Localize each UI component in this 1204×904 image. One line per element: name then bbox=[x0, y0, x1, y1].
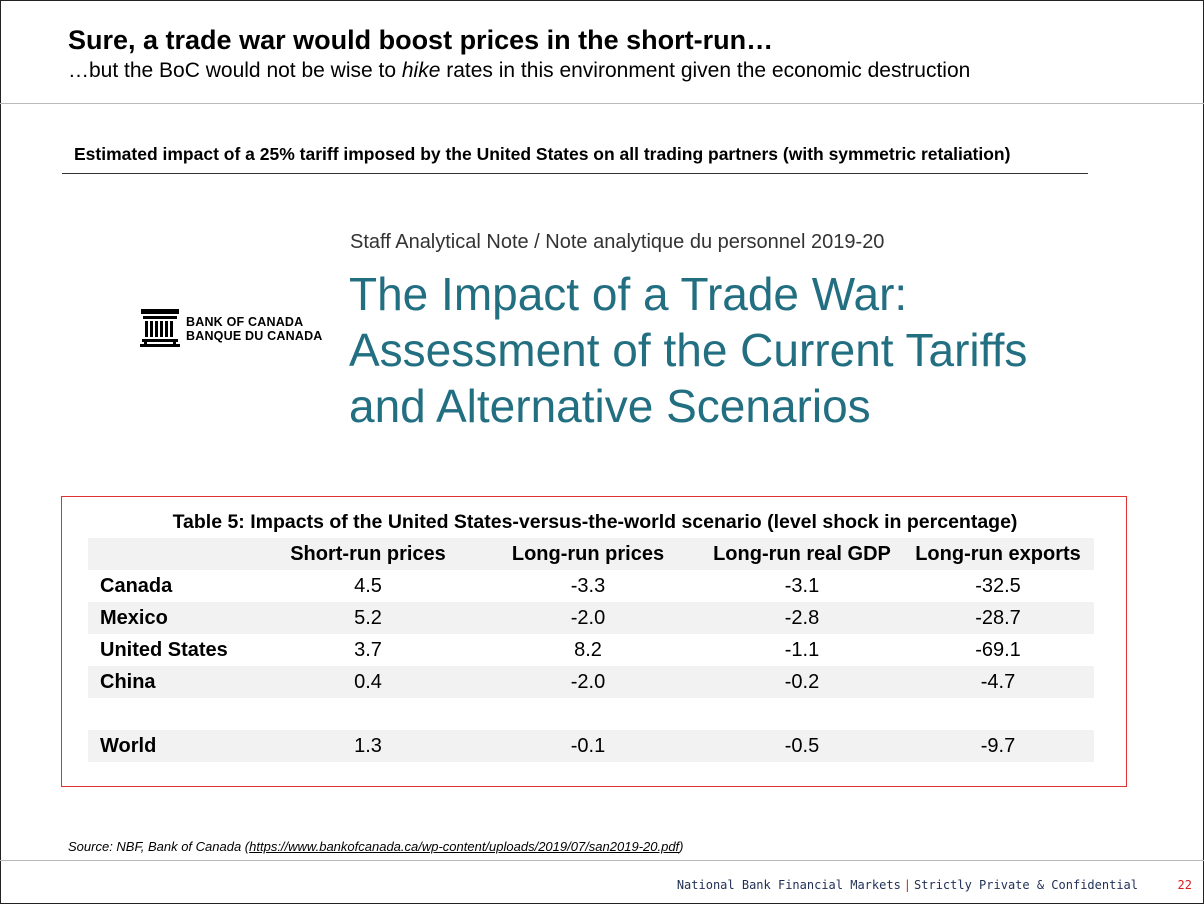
table-cell: -69.1 bbox=[975, 639, 1021, 661]
table-row: Mexico 5.2 -2.0 -2.8 -28.7 bbox=[88, 602, 1094, 634]
source-suffix: ) bbox=[679, 839, 684, 854]
bank-of-canada-building-icon bbox=[140, 309, 180, 347]
subtitle-text-end: rates in this environment given the econ… bbox=[440, 59, 971, 82]
row-label: Canada bbox=[100, 575, 173, 597]
source-prefix: Source: NBF, Bank of Canada ( bbox=[68, 839, 250, 854]
row-label: China bbox=[100, 671, 156, 693]
header-divider bbox=[0, 103, 1204, 104]
footer: National Bank Financial Markets | Strictly… bbox=[677, 878, 1138, 892]
table-header-row: Short-run prices Long-run prices Long-ru… bbox=[88, 538, 1094, 570]
table-cell: -0.2 bbox=[784, 671, 820, 693]
table-cell: 0.4 bbox=[354, 671, 382, 693]
footer-company: National Bank Financial Markets bbox=[676, 878, 901, 892]
table-cell: -2.0 bbox=[570, 607, 606, 629]
logo-line-french: BANQUE DU CANADA bbox=[186, 329, 323, 343]
source-note: Source: NBF, Bank of Canada (https://www… bbox=[68, 839, 684, 854]
table-cell: -1.1 bbox=[784, 639, 820, 661]
note-title-line: Assessment of the Current Tariffs bbox=[349, 324, 1028, 376]
footer-divider bbox=[0, 860, 1204, 861]
note-title-line: The Impact of a Trade War: bbox=[349, 268, 908, 320]
slide-header: Sure, a trade war would boost prices in … bbox=[68, 24, 970, 85]
table-cell: 3.7 bbox=[354, 639, 382, 661]
table-cell: 5.2 bbox=[354, 607, 382, 629]
table-cell: -9.7 bbox=[980, 735, 1016, 757]
slide-subtitle: …but the BoC would not be wise to hike r… bbox=[68, 57, 970, 85]
logo-wordmark: BANK OF CANADA BANQUE DU CANADA bbox=[186, 315, 323, 343]
table-row: United States 3.7 8.2 -1.1 -69.1 bbox=[88, 634, 1094, 666]
table-caption: Estimated impact of a 25% tariff imposed… bbox=[74, 144, 1011, 164]
impact-table-title: Table 5: Impacts of the United States-ve… bbox=[172, 511, 1018, 533]
footer-confidential: Strictly Private & Confidential bbox=[914, 878, 1138, 892]
column-header: Long-run prices bbox=[511, 543, 665, 565]
impact-table: Short-run prices Long-run prices Long-ru… bbox=[88, 538, 1094, 762]
table-row: World 1.3 -0.1 -0.5 -9.7 bbox=[88, 730, 1094, 762]
table-cell: -3.3 bbox=[570, 575, 606, 597]
table-row: China 0.4 -2.0 -0.2 -4.7 bbox=[88, 666, 1094, 698]
table-row: Canada 4.5 -3.3 -3.1 -32.5 bbox=[88, 570, 1094, 602]
row-label: United States bbox=[100, 639, 228, 661]
table-cell: -2.0 bbox=[570, 671, 606, 693]
subtitle-text-start: …but the BoC would not be wise to bbox=[68, 59, 402, 82]
table-cell: 1.3 bbox=[354, 735, 382, 757]
note-title: The Impact of a Trade War: Assessment of… bbox=[349, 266, 1027, 434]
logo-line-english: BANK OF CANADA bbox=[186, 315, 304, 329]
row-label: Mexico bbox=[100, 607, 168, 629]
slide-title: Sure, a trade war would boost prices in … bbox=[68, 25, 774, 55]
column-header: Long-run real GDP bbox=[713, 543, 891, 565]
table-cell: -28.7 bbox=[975, 607, 1021, 629]
note-title-line: and Alternative Scenarios bbox=[349, 380, 871, 432]
footer-separator: | bbox=[903, 878, 912, 892]
table-cell: -2.8 bbox=[784, 607, 820, 629]
caption-underline bbox=[62, 173, 1088, 174]
row-label: World bbox=[100, 735, 157, 757]
page-number: 22 bbox=[1177, 878, 1192, 892]
column-header: Short-run prices bbox=[290, 543, 446, 565]
table-cell: 8.2 bbox=[574, 639, 602, 661]
table-cell: 4.5 bbox=[354, 575, 382, 597]
table-cell: -4.7 bbox=[980, 671, 1016, 693]
table-cell: -0.5 bbox=[784, 735, 820, 757]
subtitle-emphasis: hike bbox=[401, 59, 441, 82]
source-link[interactable]: https://www.bankofcanada.ca/wp-content/u… bbox=[249, 839, 680, 854]
table-cell: -3.1 bbox=[784, 575, 820, 597]
table-row-spacer bbox=[88, 698, 1094, 730]
table-cell: -32.5 bbox=[975, 575, 1021, 597]
table-cell: -0.1 bbox=[570, 735, 606, 757]
column-header: Long-run exports bbox=[915, 543, 1081, 565]
bank-of-canada-logo: BANK OF CANADA BANQUE DU CANADA bbox=[140, 308, 323, 350]
note-series-label: Staff Analytical Note / Note analytique … bbox=[350, 231, 885, 253]
impact-table-highlight: Table 5: Impacts of the United States-ve… bbox=[61, 496, 1127, 787]
